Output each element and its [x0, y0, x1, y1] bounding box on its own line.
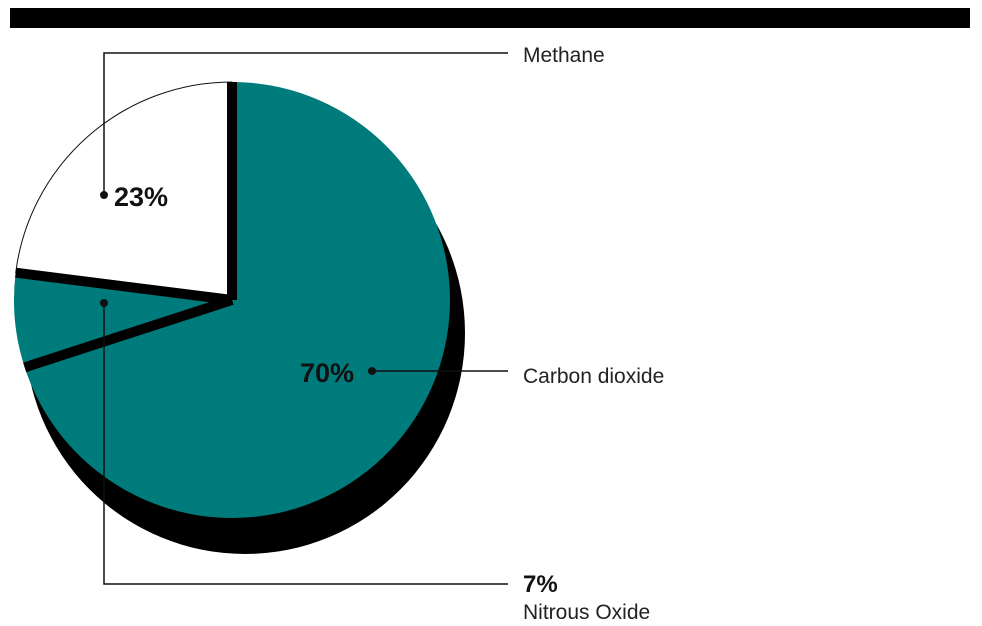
methane-label: Methane — [523, 44, 605, 67]
carbon-dioxide-value-label: 70% — [300, 358, 354, 388]
nitrous-oxide-leader-line — [103, 303, 508, 585]
carbon-dioxide-dot — [368, 367, 376, 375]
slice-separator — [15, 267, 233, 305]
methane-dot — [100, 191, 108, 199]
leader-dots — [100, 191, 376, 375]
leader-lines — [103, 52, 508, 585]
nitrous-oxide-dot — [100, 299, 108, 307]
nitrous-oxide-value-label: 7% — [523, 571, 558, 598]
methane-value-label: 23% — [114, 182, 168, 212]
slice-methane — [15, 81, 233, 301]
slice-separator — [23, 295, 234, 373]
slice-carbon-dioxide — [24, 82, 450, 518]
nitrous-oxide-label: Nitrous Oxide — [523, 601, 650, 624]
pie-slices — [14, 81, 450, 518]
methane-leader-line — [103, 52, 508, 195]
top-bar — [10, 8, 970, 28]
carbon-dioxide-label: Carbon dioxide — [523, 365, 664, 388]
